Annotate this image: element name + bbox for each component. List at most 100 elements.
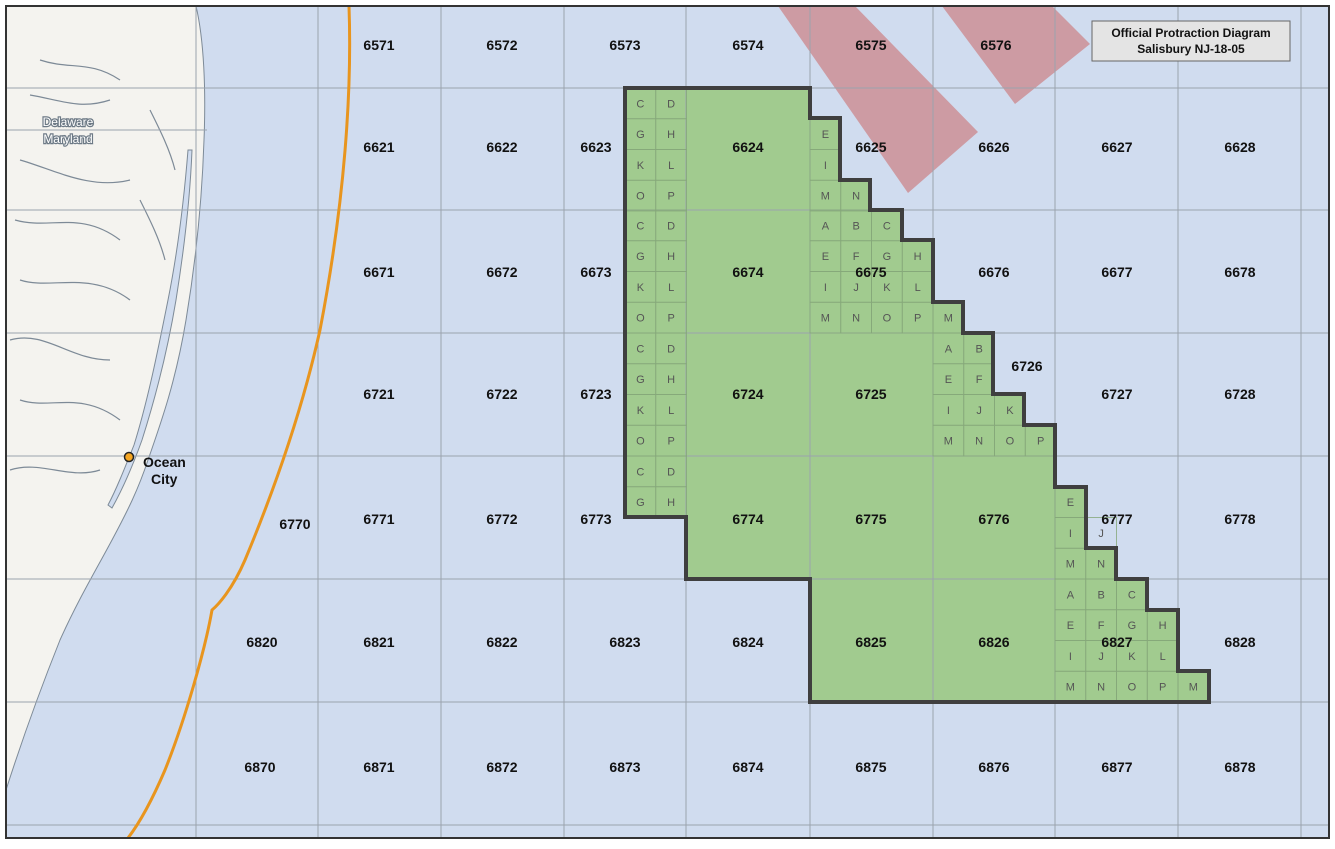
sub-block-label: M — [944, 313, 953, 325]
sub-block-label: P — [1159, 682, 1166, 694]
block-label: 6626 — [978, 139, 1009, 155]
sub-block-label: M — [821, 191, 830, 203]
sub-block-label: K — [1128, 651, 1136, 663]
city-marker-icon — [123, 451, 135, 463]
block-label: 6673 — [580, 264, 611, 280]
block-label: 6776 — [978, 511, 1009, 527]
block-label: 6827 — [1101, 634, 1132, 650]
sub-block-label: P — [1037, 436, 1044, 448]
sub-block-cell — [655, 179, 687, 212]
sub-block-label: M — [1189, 682, 1198, 694]
sub-block-label: E — [945, 374, 952, 386]
city-label-line2: City — [151, 471, 178, 487]
block-label: 6875 — [855, 759, 886, 775]
block-label: 6571 — [363, 37, 394, 53]
sub-block-label: N — [1097, 559, 1105, 571]
sub-block-label: L — [1160, 651, 1166, 663]
sub-block-label: C — [636, 343, 644, 355]
city-label-line1: Ocean — [143, 454, 186, 470]
sub-block-label: P — [667, 191, 674, 203]
block-label: 6774 — [732, 511, 763, 527]
block-number-labels: 6571 6572 6573 6574 6575 6576 6621 6622 6623 6624… — [244, 37, 1255, 775]
sub-block-label: M — [944, 436, 953, 448]
sub-block-label: M — [1066, 559, 1075, 571]
block-label: 6828 — [1224, 634, 1255, 650]
sub-block-label: C — [636, 98, 644, 110]
block-label: 6576 — [980, 37, 1011, 53]
block-label: 6874 — [732, 759, 763, 775]
sub-block-label: P — [914, 313, 921, 325]
block-label: 6722 — [486, 386, 517, 402]
state-label-delaware: Delaware — [43, 115, 94, 129]
sub-block-label: K — [637, 405, 645, 417]
sub-block-label: O — [636, 436, 645, 448]
block-label: 6628 — [1224, 139, 1255, 155]
restricted-zone-2 — [942, 6, 1090, 104]
sub-block-label: H — [1159, 620, 1167, 632]
block-label: 6876 — [978, 759, 1009, 775]
block-label: 6727 — [1101, 386, 1132, 402]
block-label: 6723 — [580, 386, 611, 402]
sub-block-label: K — [1006, 405, 1014, 417]
block-label: 6627 — [1101, 139, 1132, 155]
sub-block-label: I — [1069, 651, 1072, 663]
sub-block-label: J — [976, 405, 982, 417]
block-label: 6572 — [486, 37, 517, 53]
sub-block-label: P — [667, 436, 674, 448]
coastline-land — [5, 5, 206, 791]
block-label: 6872 — [486, 759, 517, 775]
lease-area-outline — [623, 86, 1211, 704]
sub-block-label: C — [636, 466, 644, 478]
sub-block-label: N — [1097, 682, 1105, 694]
sub-block-label: G — [636, 129, 645, 141]
sub-block-label: L — [668, 405, 674, 417]
map-frame — [5, 5, 1330, 839]
block-label: 6826 — [978, 634, 1009, 650]
sub-block-label: F — [1098, 620, 1105, 632]
block-label: 6824 — [732, 634, 763, 650]
sub-block-label: C — [1128, 589, 1136, 601]
sub-block-label: H — [667, 374, 675, 386]
sub-block-label: J — [853, 282, 859, 294]
block-label: 6770 — [279, 516, 310, 532]
sub-block-label: E — [822, 251, 829, 263]
block-label: 6728 — [1224, 386, 1255, 402]
sub-block-label: K — [883, 282, 891, 294]
sub-block-label: O — [636, 313, 645, 325]
block-label: 6775 — [855, 511, 886, 527]
sub-block-label: H — [667, 497, 675, 509]
block-label: 6724 — [732, 386, 763, 402]
block-label: 6622 — [486, 139, 517, 155]
block-label: 6822 — [486, 634, 517, 650]
coastal-creeks — [9, 59, 176, 474]
inland-bay — [107, 149, 193, 509]
sub-block-label: I — [824, 282, 827, 294]
block-label: 6878 — [1224, 759, 1255, 775]
block-label: 6674 — [732, 264, 763, 280]
sub-block-label: L — [668, 282, 674, 294]
block-label: 6821 — [363, 634, 394, 650]
title-line2: Salisbury NJ-18-05 — [1137, 42, 1245, 56]
block-label: 6873 — [609, 759, 640, 775]
restricted-zone-1 — [778, 6, 978, 193]
block-label: 6573 — [609, 37, 640, 53]
block-label: 6624 — [732, 139, 763, 155]
sub-block-label: M — [821, 313, 830, 325]
block-label: 6625 — [855, 139, 886, 155]
block-label: 6823 — [609, 634, 640, 650]
sub-block-label: O — [1128, 682, 1137, 694]
sub-block-label: F — [853, 251, 860, 263]
block-label: 6877 — [1101, 759, 1132, 775]
sub-block-label: G — [636, 374, 645, 386]
sub-block-label: N — [852, 313, 860, 325]
sub-block-label: K — [637, 160, 645, 172]
sub-block-label: G — [636, 497, 645, 509]
block-label: 6870 — [244, 759, 275, 775]
block-label: 6777 — [1101, 511, 1132, 527]
block-label: 6825 — [855, 634, 886, 650]
block-label: 6676 — [978, 264, 1009, 280]
block-label: 6623 — [580, 139, 611, 155]
sub-block-label: B — [852, 220, 859, 232]
block-label: 6871 — [363, 759, 394, 775]
